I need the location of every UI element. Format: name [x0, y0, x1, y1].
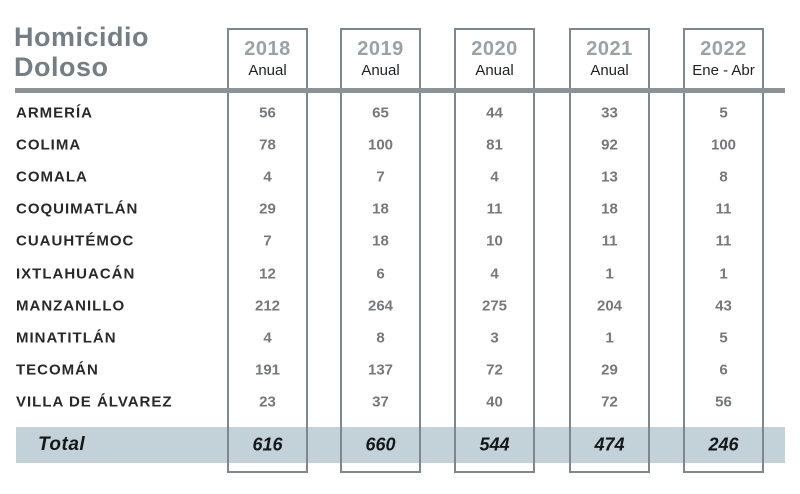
cell-value: 11: [486, 200, 503, 218]
cell-value: 12: [259, 265, 276, 283]
cell-value: 18: [372, 232, 389, 250]
cell-value: 3: [490, 329, 499, 347]
municipality-label: ARMERÍA: [16, 104, 93, 122]
year-label: 2021: [586, 38, 633, 60]
cell-value: 29: [601, 361, 618, 379]
cell-value: 13: [601, 168, 618, 186]
cell-value: 1: [605, 329, 614, 347]
municipality-label: CUAUHTÉMOC: [16, 232, 135, 250]
year-column-box: 2021 Anual: [569, 28, 650, 473]
cell-value: 4: [490, 265, 499, 283]
year-column-box: 2019 Anual: [340, 28, 421, 473]
cell-value: 92: [601, 136, 618, 154]
cell-value: 23: [259, 393, 276, 411]
table-row: MINATITLÁN 4 8 3 1 5: [0, 322, 800, 354]
table-row: ARMERÍA 56 65 44 33 5: [0, 97, 800, 129]
municipality-label: VILLA DE ÁLVAREZ: [16, 393, 173, 411]
municipality-label: IXTLAHUACÁN: [16, 265, 136, 283]
municipality-label: MINATITLÁN: [16, 329, 117, 347]
total-value: 616: [252, 434, 283, 455]
cell-value: 137: [367, 361, 394, 379]
municipality-label: COMALA: [16, 168, 88, 186]
cell-value: 81: [486, 136, 503, 154]
table-row: VILLA DE ÁLVAREZ 23 37 40 72 56: [0, 386, 800, 418]
cell-value: 72: [601, 393, 618, 411]
cell-value: 8: [376, 329, 385, 347]
municipality-label: TECOMÁN: [16, 361, 99, 379]
table-row: CUAUHTÉMOC 7 18 10 11 11: [0, 225, 800, 257]
total-highlight-band: [16, 427, 785, 463]
cell-value: 29: [259, 200, 276, 218]
period-label: Anual: [248, 62, 287, 79]
cell-value: 6: [376, 265, 385, 283]
cell-value: 65: [372, 104, 389, 122]
cell-value: 6: [719, 361, 728, 379]
cell-value: 7: [263, 232, 272, 250]
page-title-line1: Homicidio: [14, 22, 150, 52]
cell-value: 78: [259, 136, 276, 154]
year-column-box: 2020 Anual: [454, 28, 535, 473]
cell-value: 5: [719, 329, 728, 347]
table-row: COQUIMATLÁN 29 18 11 18 11: [0, 193, 800, 225]
year-label: 2020: [471, 38, 518, 60]
cell-value: 11: [715, 232, 732, 250]
table-row: COMALA 4 7 4 13 8: [0, 161, 800, 193]
cell-value: 44: [486, 104, 503, 122]
cell-value: 1: [719, 265, 728, 283]
cell-value: 100: [710, 136, 737, 154]
cell-value: 33: [601, 104, 618, 122]
table-row: COLIMA 78 100 81 92 100: [0, 129, 800, 161]
year-label: 2019: [357, 38, 404, 60]
period-label: Anual: [475, 62, 514, 79]
cell-value: 264: [367, 297, 394, 315]
cell-value: 4: [490, 168, 499, 186]
total-row: Total 616 660 544 474 246: [0, 427, 800, 463]
year-column-box: 2018 Anual: [227, 28, 308, 473]
year-label: 2018: [244, 38, 291, 60]
cell-value: 72: [486, 361, 503, 379]
table-row: MANZANILLO 212 264 275 204 43: [0, 290, 800, 322]
table-row: TECOMÁN 191 137 72 29 6: [0, 354, 800, 386]
cell-value: 4: [263, 168, 272, 186]
cell-value: 11: [601, 232, 618, 250]
municipality-label: MANZANILLO: [16, 297, 126, 315]
header-divider: [15, 88, 785, 93]
period-label: Ene - Abr: [692, 62, 755, 79]
cell-value: 7: [376, 168, 385, 186]
cell-value: 43: [715, 297, 732, 315]
total-value: 474: [594, 434, 625, 455]
municipality-label: COQUIMATLÁN: [16, 200, 139, 218]
cell-value: 275: [481, 297, 508, 315]
cell-value: 10: [486, 232, 503, 250]
cell-value: 8: [719, 168, 728, 186]
cell-value: 56: [259, 104, 276, 122]
cell-value: 37: [372, 393, 389, 411]
cell-value: 204: [596, 297, 623, 315]
year-label: 2022: [700, 38, 747, 60]
cell-value: 11: [715, 200, 732, 218]
municipality-label: COLIMA: [16, 136, 82, 154]
cell-value: 1: [605, 265, 614, 283]
cell-value: 4: [263, 329, 272, 347]
page-title: Homicidio Doloso: [14, 22, 149, 82]
year-column-box: 2022 Ene - Abr: [683, 28, 764, 473]
period-label: Anual: [590, 62, 629, 79]
total-value: 246: [708, 434, 739, 455]
period-label: Anual: [361, 62, 400, 79]
data-rows: ARMERÍA 56 65 44 33 5 COLIMA 78 100 81 92 100 CO…: [0, 97, 800, 418]
page-title-line2: Doloso: [14, 52, 109, 82]
cell-value: 191: [254, 361, 281, 379]
table-row: IXTLAHUACÁN 12 6 4 1 1: [0, 258, 800, 290]
total-value: 660: [365, 434, 396, 455]
total-label: Total: [38, 434, 86, 455]
cell-value: 212: [254, 297, 281, 315]
cell-value: 56: [715, 393, 732, 411]
cell-value: 40: [486, 393, 503, 411]
cell-value: 18: [372, 200, 389, 218]
cell-value: 5: [719, 104, 728, 122]
total-value: 544: [479, 434, 510, 455]
cell-value: 100: [367, 136, 394, 154]
cell-value: 18: [601, 200, 618, 218]
